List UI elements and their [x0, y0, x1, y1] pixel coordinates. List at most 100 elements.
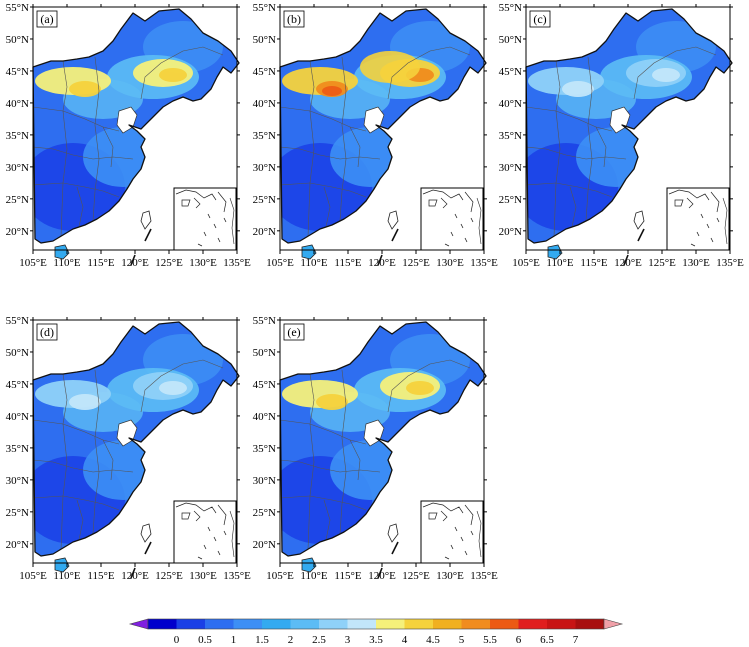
- south-china-sea-inset: [173, 187, 237, 251]
- lon-tick-label: 125°E: [402, 570, 430, 582]
- province-boundary: [92, 56, 100, 222]
- lon-tick-label: 130°E: [682, 257, 710, 269]
- lon-tick-label: 125°E: [155, 257, 183, 269]
- province-boundary: [280, 419, 367, 445]
- hainan-island: [54, 557, 70, 573]
- lon-tick-label: 125°E: [402, 257, 430, 269]
- taiwan-island: [387, 210, 399, 230]
- panel-label-box: [283, 323, 305, 341]
- province-boundary: [60, 373, 68, 551]
- lat-tick-label: 55°N: [6, 315, 29, 327]
- south-china-sea-inset: [666, 187, 730, 251]
- taiwan-island: [633, 210, 645, 230]
- lon-tick-label: 135°E: [470, 570, 498, 582]
- lat-tick-label: 50°N: [6, 347, 29, 359]
- panel-label: (c): [533, 12, 546, 26]
- lat-tick-label: 30°N: [6, 475, 29, 487]
- lat-tick-label: 30°N: [499, 162, 522, 174]
- lat-tick-label: 55°N: [499, 2, 522, 14]
- lat-tick-label: 50°N: [499, 34, 522, 46]
- lat-tick-label: 25°N: [253, 194, 276, 206]
- lat-tick-label: 50°N: [253, 34, 276, 46]
- lon-tick-label: 135°E: [470, 257, 498, 269]
- hainan-island: [547, 244, 563, 260]
- colorbar-segment: [148, 619, 177, 629]
- south-china-sea-inset: [173, 500, 237, 564]
- lat-tick-label: 25°N: [499, 194, 522, 206]
- province-boundary: [339, 369, 347, 535]
- lon-tick-label: 130°E: [436, 257, 464, 269]
- province-boundary: [526, 182, 613, 198]
- lon-tick-label: 120°E: [614, 257, 642, 269]
- lat-tick-label: 35°N: [6, 130, 29, 142]
- province-boundary: [102, 439, 114, 481]
- lon-tick-label: 110°E: [300, 570, 327, 582]
- lat-tick-label: 25°N: [6, 194, 29, 206]
- national-border: [525, 8, 733, 244]
- province-boundary: [280, 459, 381, 473]
- national-border: [279, 8, 487, 244]
- province-boundary: [33, 459, 134, 473]
- colorbar-label: 4: [402, 634, 408, 646]
- map-panel: (b) 20°N 25°N 30°N 35°N 40°N 45°N 50°N 55°N 105°E…: [253, 2, 498, 269]
- lat-tick-label: 30°N: [6, 162, 29, 174]
- lat-tick-label: 40°N: [253, 411, 276, 423]
- lat-tick-label: 35°N: [253, 443, 276, 455]
- colorbar-segment: [262, 619, 291, 629]
- national-border: [32, 321, 240, 557]
- province-boundary: [349, 126, 361, 168]
- province-boundary: [307, 60, 315, 238]
- colorbar-label: 0: [174, 634, 180, 646]
- lon-tick-label: 135°E: [223, 257, 251, 269]
- lon-tick-label: 120°E: [368, 257, 396, 269]
- lat-tick-label: 45°N: [499, 66, 522, 78]
- lat-tick-label: 20°N: [253, 539, 276, 551]
- province-boundary: [76, 186, 84, 228]
- lon-tick-label: 115°E: [334, 570, 361, 582]
- colorbar-label: 1: [231, 634, 237, 646]
- lat-tick-label: 40°N: [6, 98, 29, 110]
- colorbar-label: 5.5: [483, 634, 497, 646]
- lat-tick-label: 25°N: [253, 507, 276, 519]
- lat-tick-label: 40°N: [253, 98, 276, 110]
- map-panel: (e) 20°N 25°N 30°N 35°N 40°N 45°N 50°N 55°N 105°E…: [253, 315, 498, 582]
- lat-tick-label: 50°N: [6, 34, 29, 46]
- colorbar-label: 7: [573, 634, 579, 646]
- province-boundary: [595, 126, 607, 168]
- panel-label: (d): [40, 325, 54, 339]
- colorbar-label: 4.5: [426, 634, 440, 646]
- maritime-dashes: [623, 228, 645, 266]
- province-boundary: [585, 56, 593, 222]
- province-boundary: [387, 359, 471, 413]
- colorbar-segment: [518, 619, 548, 629]
- lon-tick-label: 115°E: [334, 257, 361, 269]
- lat-tick-label: 45°N: [253, 66, 276, 78]
- province-boundary: [60, 60, 68, 238]
- province-boundary: [280, 106, 367, 132]
- map-panel: (c) 20°N 25°N 30°N 35°N 40°N 45°N 50°N 55°N 105°E…: [499, 2, 744, 269]
- province-boundary: [526, 106, 613, 132]
- province-boundary: [33, 146, 134, 160]
- province-boundary: [33, 419, 120, 445]
- lon-tick-label: 115°E: [87, 570, 114, 582]
- lon-tick-label: 125°E: [155, 570, 183, 582]
- lat-tick-label: 45°N: [253, 379, 276, 391]
- lat-tick-label: 45°N: [6, 66, 29, 78]
- province-boundary: [633, 46, 717, 100]
- lon-tick-label: 130°E: [189, 570, 217, 582]
- maritime-dashes: [377, 541, 399, 579]
- lon-tick-label: 110°E: [53, 570, 80, 582]
- lon-tick-label: 130°E: [189, 257, 217, 269]
- colorbar-segment: [376, 619, 405, 629]
- province-boundary: [140, 359, 224, 413]
- colorbar-label: 6: [516, 634, 522, 646]
- lat-tick-label: 30°N: [253, 162, 276, 174]
- colorbar-segment: [575, 619, 605, 629]
- province-boundary: [553, 60, 561, 238]
- taiwan-island: [140, 210, 152, 230]
- province-boundary: [280, 182, 367, 198]
- colorbar-segment: [290, 619, 320, 629]
- panel-label-box: [36, 323, 58, 341]
- lon-tick-label: 115°E: [580, 257, 607, 269]
- lon-tick-label: 125°E: [648, 257, 676, 269]
